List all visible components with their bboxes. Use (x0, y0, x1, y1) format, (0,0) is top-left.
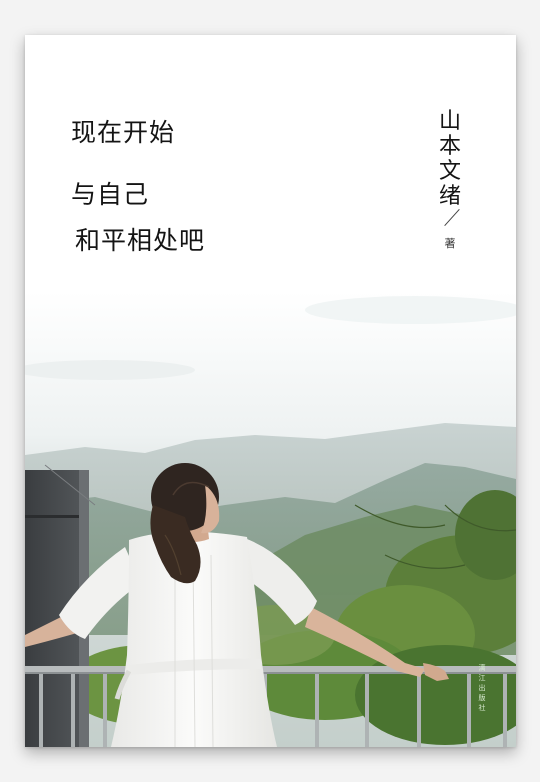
publisher-mark: 漓江出版社 (478, 664, 486, 712)
title-line-1: 现在开始 (71, 118, 176, 147)
book-cover: 现在开始 与自己 和平相处吧 山本文绪 著 漓江出版社 (25, 35, 516, 747)
title-line-3: 和平相处吧 (75, 226, 206, 255)
author-name: 山本文绪 (438, 109, 461, 209)
author-role: 著 (444, 237, 456, 250)
title-line-2: 与自己 (71, 180, 150, 209)
cover-photo (25, 35, 516, 747)
